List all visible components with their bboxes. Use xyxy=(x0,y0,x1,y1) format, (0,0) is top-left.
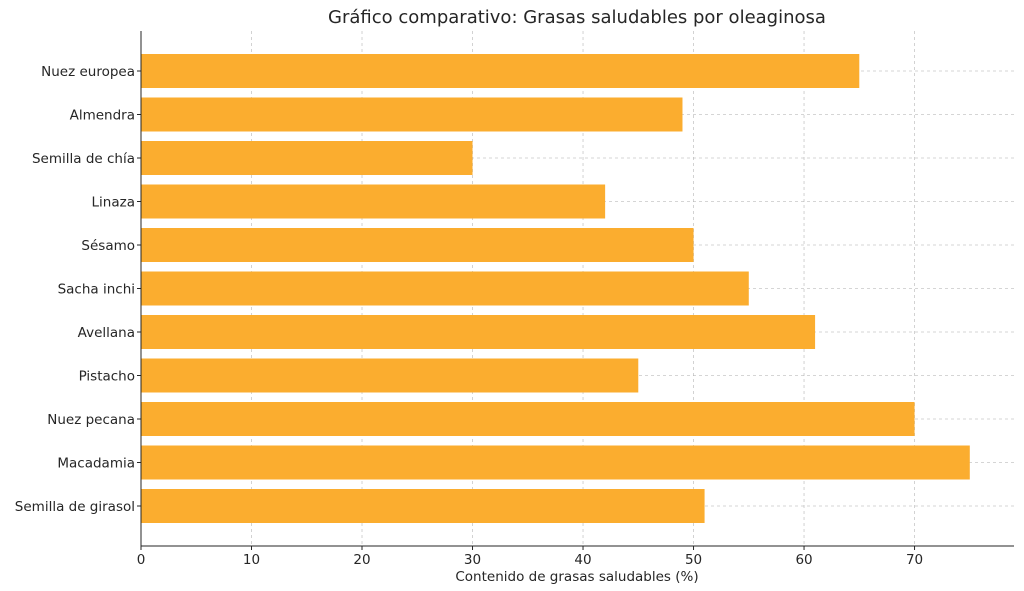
bars xyxy=(141,54,970,523)
bar xyxy=(141,228,694,262)
x-tick-labels: 0 10 20 30 40 50 60 70 xyxy=(137,546,923,568)
x-tick-label: 70 xyxy=(906,552,923,568)
chart-title: Gráfico comparativo: Grasas saludables p… xyxy=(328,7,826,28)
x-tick-label: 0 xyxy=(137,552,146,568)
y-tick-label: Sacha inchi xyxy=(58,282,135,298)
x-tick-label: 40 xyxy=(574,552,591,568)
x-tick-label: 30 xyxy=(464,552,481,568)
y-tick-label: Sésamo xyxy=(81,238,135,254)
y-tick-label: Nuez europea xyxy=(41,64,135,80)
x-tick-label: 50 xyxy=(685,552,702,568)
bar xyxy=(141,54,860,88)
bar xyxy=(141,402,915,436)
bar xyxy=(141,184,606,219)
y-tick-labels: Nuez europea Almendra Semilla de chía Linaz… xyxy=(15,64,141,515)
x-tick-label: 60 xyxy=(795,552,812,568)
x-tick-label: 20 xyxy=(353,552,370,568)
bar xyxy=(141,315,816,349)
y-tick-label: Semilla de chía xyxy=(32,151,135,167)
bar xyxy=(141,97,683,132)
bar xyxy=(141,141,473,175)
bar xyxy=(141,271,749,306)
x-axis-label: Contenido de grasas saludables (%) xyxy=(455,569,698,585)
y-tick-label: Linaza xyxy=(92,195,135,211)
y-tick-label: Semilla de girasol xyxy=(15,499,135,515)
y-tick-label: Almendra xyxy=(70,108,135,124)
bar xyxy=(141,489,705,523)
y-tick-label: Nuez pecana xyxy=(47,412,135,428)
y-tick-label: Avellana xyxy=(78,325,135,341)
bar xyxy=(141,445,970,480)
y-tick-label: Macadamia xyxy=(57,456,135,472)
y-tick-label: Pistacho xyxy=(79,369,135,385)
bar xyxy=(141,358,639,393)
x-tick-label: 10 xyxy=(243,552,260,568)
